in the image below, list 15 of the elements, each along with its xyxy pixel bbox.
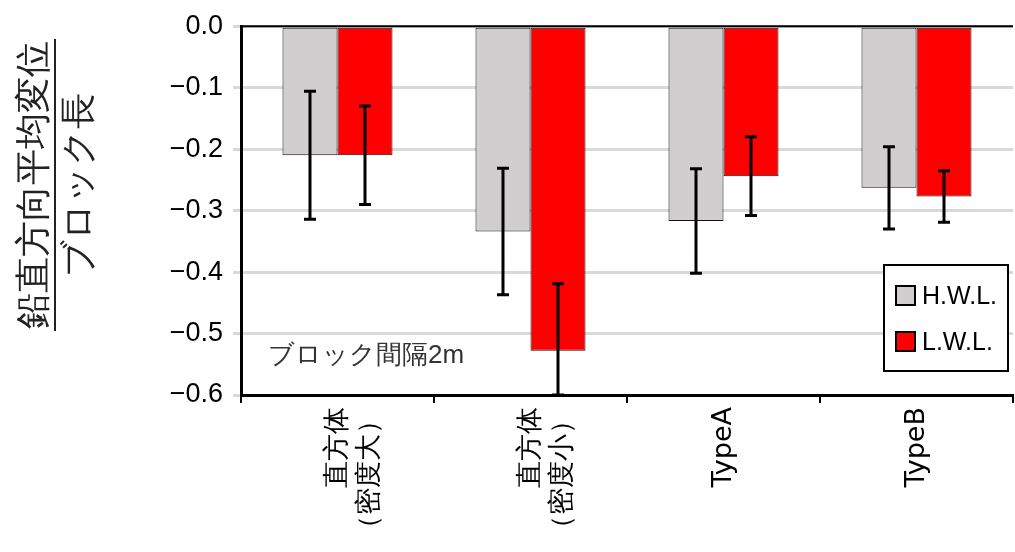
x-tick-label: 直方体（密度大） xyxy=(319,407,383,542)
y-tick-label: −0.1 xyxy=(169,71,223,102)
y-tick-label: 0.0 xyxy=(185,9,223,40)
y-axis-title: 鉛直方向平均変位ブロック長 xyxy=(10,40,99,331)
x-tick-label: TypeB xyxy=(898,407,930,489)
legend-label: L.W.L. xyxy=(921,326,993,356)
legend-label: H.W.L. xyxy=(921,280,997,310)
y-tick-label: −0.6 xyxy=(169,378,223,409)
x-tick-label: TypeA xyxy=(705,406,737,489)
y-tick-label: −0.2 xyxy=(169,132,223,163)
annotation: ブロック間隔2m xyxy=(268,338,465,371)
y-tick-label: −0.3 xyxy=(169,194,223,225)
y-tick-label: −0.5 xyxy=(169,316,223,347)
x-tick-label: 直方体（密度小） xyxy=(512,407,576,542)
y-tick-label: −0.4 xyxy=(169,255,223,286)
